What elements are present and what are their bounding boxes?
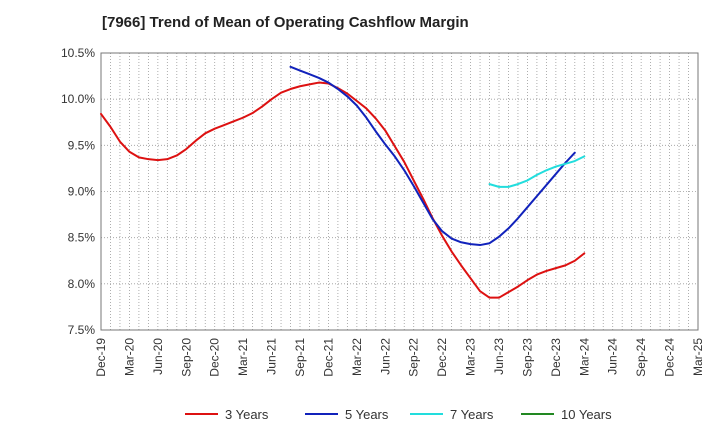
- x-tick-label: Jun-22: [378, 338, 392, 375]
- x-tick-label: Dec-23: [549, 338, 563, 377]
- x-tick-label: Mar-21: [236, 338, 250, 376]
- y-tick-label: 10.5%: [61, 46, 95, 60]
- x-tick-label: Mar-23: [464, 338, 478, 376]
- series-layer: [100, 65, 586, 299]
- y-tick-label: 9.0%: [68, 185, 96, 199]
- x-tick-label: Mar-22: [350, 338, 364, 376]
- grid-layer: [100, 52, 699, 331]
- x-tick-label: Jun-20: [151, 338, 165, 375]
- x-tick-label: Jun-24: [606, 338, 620, 375]
- series-line-2: [289, 65, 576, 247]
- x-tick-label: Mar-20: [122, 338, 136, 376]
- x-tick-label: Dec-21: [321, 338, 335, 377]
- y-tick-label: 8.5%: [68, 231, 96, 245]
- y-tick-label: 7.5%: [68, 323, 96, 337]
- x-tick-label: Sep-21: [293, 338, 307, 377]
- legend: 3 Years 5 Years 7 Years 10 Years: [185, 407, 612, 422]
- x-tick-label: Mar-24: [577, 338, 591, 376]
- x-tick-label: Sep-23: [520, 338, 534, 377]
- axis-layer: 7.5% 8.0% 8.5% 9.0% 9.5% 10.0% 10.5% Dec-19 Mar-…: [61, 46, 705, 377]
- plot-frame: [100, 52, 699, 331]
- x-tick-label: Sep-24: [634, 338, 648, 377]
- legend-label-4: 10 Years: [561, 407, 612, 422]
- x-tick-label: Sep-22: [407, 338, 421, 377]
- x-tick-label: Jun-21: [265, 338, 279, 375]
- y-tick-label: 9.5%: [68, 138, 96, 152]
- x-tick-label: Jun-23: [492, 338, 506, 375]
- series-line-3: [488, 155, 586, 188]
- x-tick-label: Sep-20: [179, 338, 193, 377]
- x-tick-label: Mar-25: [691, 338, 705, 376]
- legend-label-1: 3 Years: [225, 407, 269, 422]
- x-tick-label: Dec-22: [435, 338, 449, 377]
- x-tick-label: Dec-19: [94, 338, 108, 377]
- x-tick-label: Dec-24: [663, 338, 677, 377]
- y-tick-label: 8.0%: [68, 277, 96, 291]
- series-line-1: [100, 81, 586, 299]
- legend-label-3: 7 Years: [450, 407, 494, 422]
- x-tick-label: Dec-20: [208, 338, 222, 377]
- legend-label-2: 5 Years: [345, 407, 389, 422]
- chart-title: [7966] Trend of Mean of Operating Cashfl…: [102, 14, 469, 31]
- y-tick-label: 10.0%: [61, 92, 95, 106]
